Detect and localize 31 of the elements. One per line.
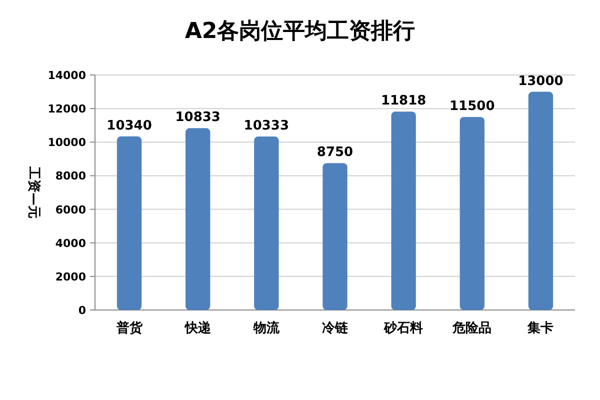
- data-label: 10333: [244, 118, 290, 134]
- y-axis-title: 工资—元: [26, 166, 41, 218]
- bar: [460, 116, 484, 310]
- data-label: 8750: [316, 145, 354, 160]
- bar: [254, 136, 279, 310]
- bar: [322, 163, 348, 310]
- y-tick-label: 2000: [55, 270, 86, 284]
- x-tick-label: 集卡: [526, 321, 554, 336]
- x-tick-label: 危险品: [452, 321, 492, 336]
- x-tick-label: 普货: [115, 320, 144, 336]
- x-tick-label: 砂石料: [383, 321, 424, 336]
- bar: [186, 128, 210, 310]
- y-tick-label: 6000: [55, 203, 86, 216]
- data-label: 10833: [175, 110, 220, 126]
- y-tick-label: 12000: [48, 102, 86, 116]
- data-label: 11818: [380, 94, 426, 109]
- y-tick-label: 4000: [55, 236, 86, 250]
- y-tick-label: 8000: [55, 170, 86, 183]
- chart-title: A2各岗位平均工资排行: [184, 19, 416, 44]
- bar: [116, 136, 142, 310]
- x-tick-label: 快递: [184, 320, 212, 336]
- data-label: 10340: [106, 118, 152, 134]
- data-label: 11500: [450, 98, 495, 114]
- bar: [391, 112, 416, 310]
- y-tick-label: 10000: [48, 136, 86, 150]
- x-tick-label: 冷链: [322, 321, 349, 336]
- x-tick-label: 物流: [252, 320, 280, 336]
- bar: [528, 92, 554, 310]
- y-tick-label: 14000: [48, 69, 86, 82]
- y-tick-label: 0: [78, 304, 86, 317]
- data-label: 13000: [518, 74, 564, 89]
